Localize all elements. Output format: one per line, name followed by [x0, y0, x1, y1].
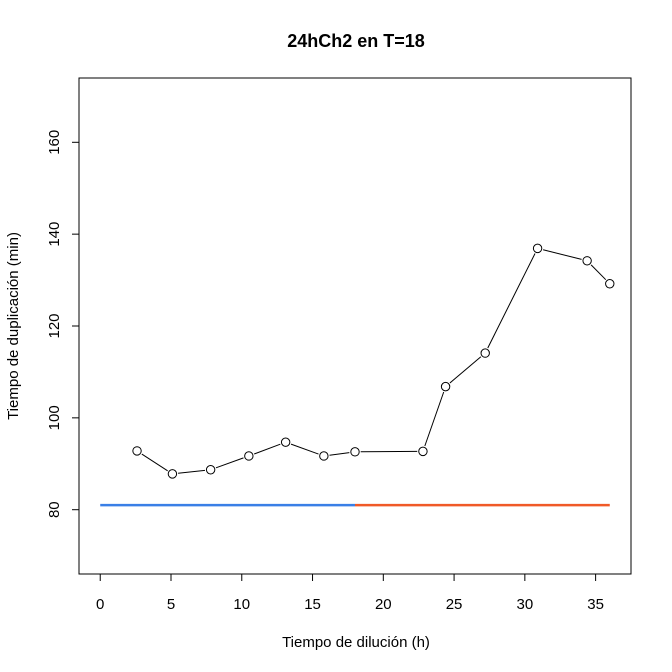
series-lines	[141, 249, 607, 474]
data-point	[480, 348, 490, 358]
data-point	[244, 451, 254, 461]
x-tick-label: 5	[167, 596, 175, 613]
series-segment	[254, 443, 281, 455]
y-tick-label: 160	[46, 130, 63, 155]
series-segment	[215, 457, 244, 469]
x-tick-label: 35	[587, 596, 604, 613]
x-tick-label: 10	[233, 596, 250, 613]
y-tick-label: 100	[46, 405, 63, 430]
x-tick-label: 30	[517, 596, 534, 613]
data-point	[205, 465, 216, 475]
plot-frame	[78, 77, 632, 575]
x-axis: 0 5 10 15 20 25 30 35	[96, 573, 604, 613]
data-point	[582, 256, 592, 266]
data-point	[167, 469, 178, 479]
x-tick-label: 25	[446, 596, 463, 613]
series-points	[132, 243, 615, 479]
series-segment	[178, 469, 206, 474]
y-axis: 80 100 120 140 160	[46, 130, 80, 518]
x-tick-label: 20	[375, 596, 392, 613]
series-segment	[141, 453, 168, 472]
x-axis-label: Tiempo de dilución (h)	[282, 634, 430, 651]
x-tick-label: 0	[96, 596, 104, 613]
series-segment	[449, 356, 482, 384]
data-point	[280, 437, 291, 447]
data-point	[532, 243, 543, 254]
data-point	[440, 381, 451, 392]
data-point	[132, 446, 142, 456]
data-point	[605, 279, 615, 289]
data-point	[350, 447, 360, 457]
y-tick-label: 80	[46, 501, 63, 518]
series-segment	[487, 253, 536, 349]
series-segment	[542, 249, 582, 260]
chart-title: 24hCh2 en T=18	[287, 31, 425, 51]
series-segment	[329, 452, 350, 456]
y-axis-label: Tiempo de duplicación (min)	[5, 232, 22, 420]
y-tick-label: 140	[46, 222, 63, 247]
series-segment	[290, 443, 319, 455]
data-point	[418, 446, 428, 457]
data-point	[319, 451, 329, 461]
x-tick-label: 15	[304, 596, 321, 613]
series-segment	[590, 264, 607, 281]
y-tick-label: 120	[46, 313, 63, 338]
series-segment	[424, 391, 445, 447]
